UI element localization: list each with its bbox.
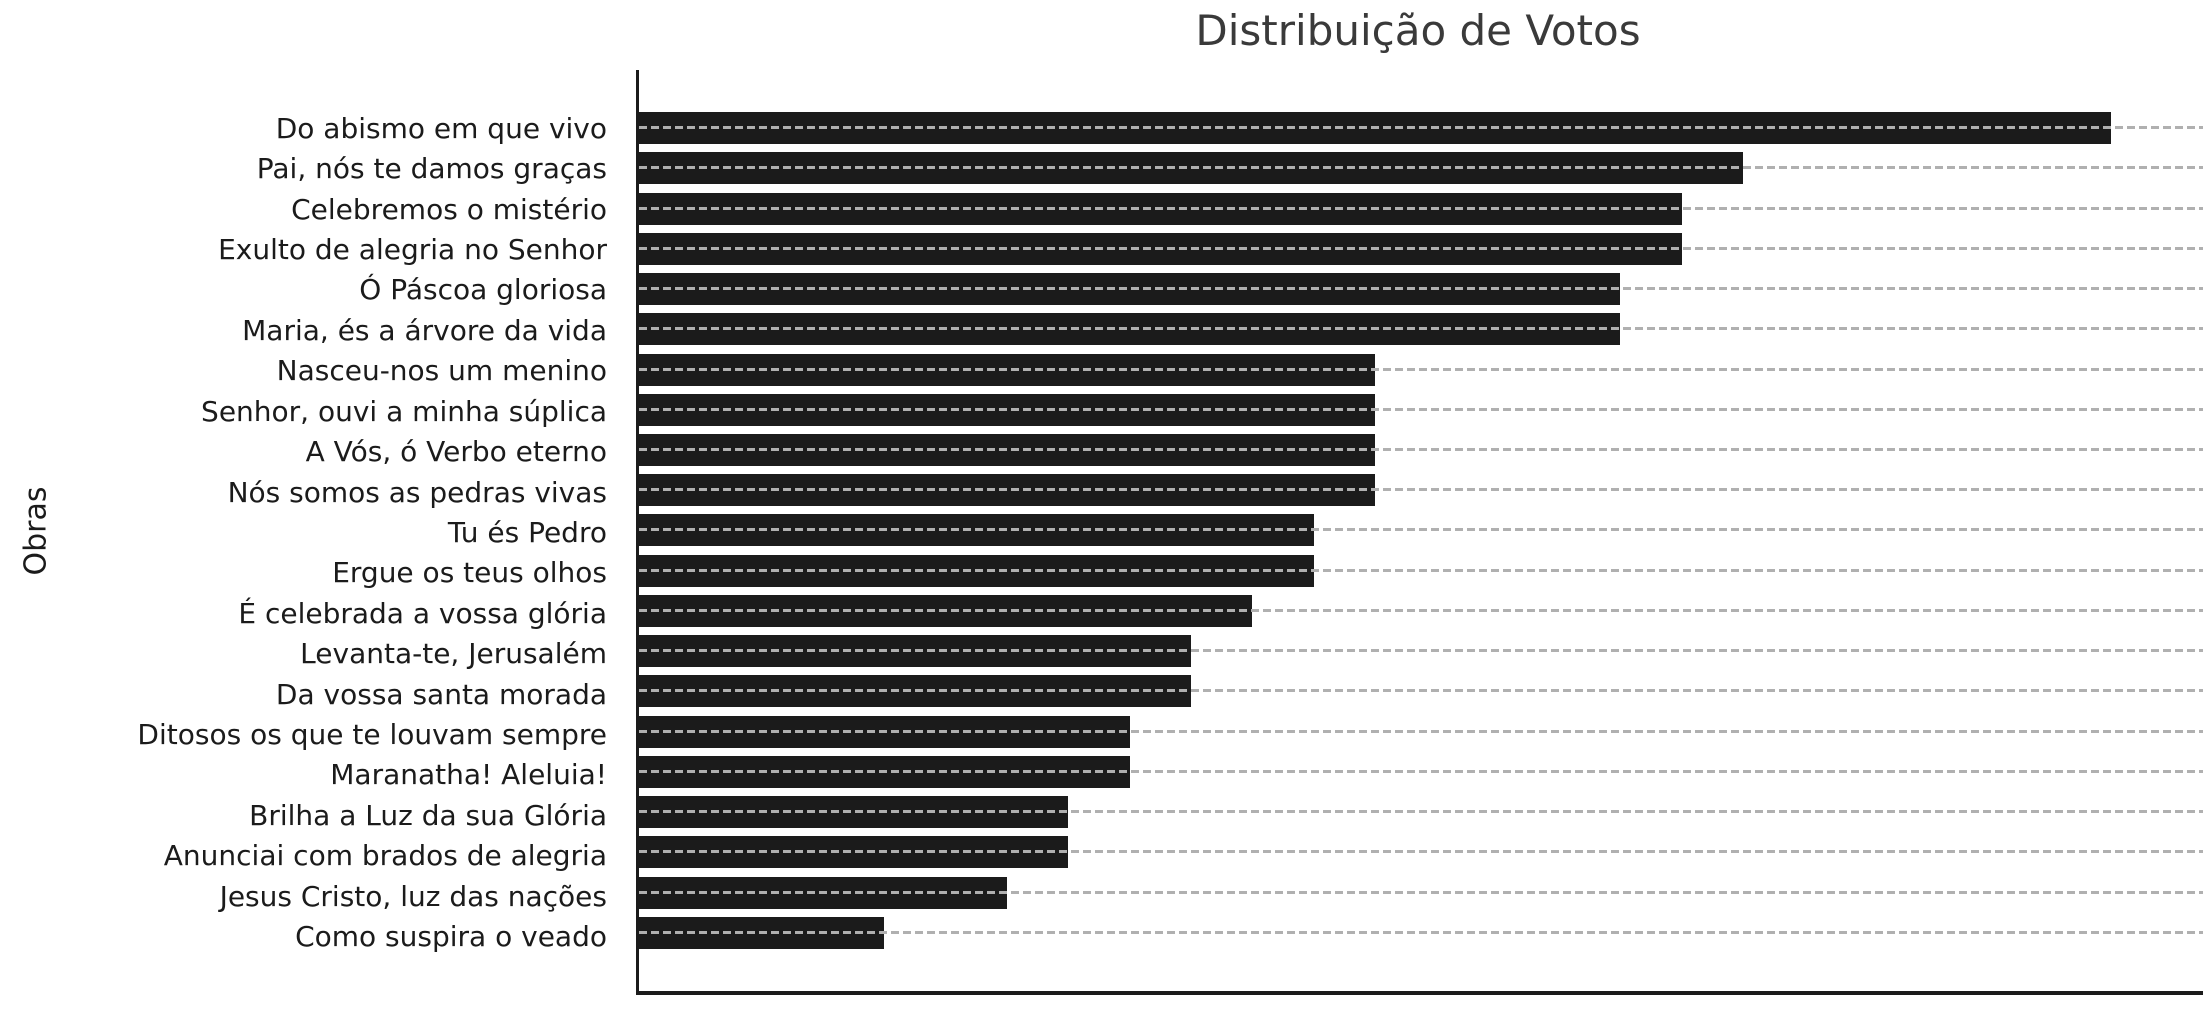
bar-row: [639, 913, 2203, 953]
gridline: [639, 568, 2203, 572]
bar-row: [639, 349, 2203, 389]
category-label: Levanta-te, Jerusalém: [300, 637, 607, 671]
gridline: [639, 649, 2203, 653]
category-label: Ó Páscoa gloriosa: [359, 273, 607, 307]
category-label: Maria, és a árvore da vida: [242, 313, 607, 347]
category-label: Celebremos o mistério: [291, 192, 607, 226]
gridline: [639, 769, 2203, 773]
gridline: [639, 689, 2203, 693]
gridline: [639, 126, 2203, 130]
gridline: [639, 850, 2203, 854]
bar-row: [639, 591, 2203, 631]
bar-row: [639, 148, 2203, 188]
gridline: [639, 810, 2203, 814]
bar-row: [639, 631, 2203, 671]
category-axis-labels: Do abismo em que vivo Pai, nós te damos g…: [0, 108, 621, 957]
gridline: [639, 729, 2203, 733]
bar-row: [639, 832, 2203, 872]
category-label: Ditosos os que te louvam sempre: [137, 718, 607, 752]
bar-row: [639, 510, 2203, 550]
gridline: [639, 930, 2203, 934]
category-label: Jesus Cristo, luz das nações: [219, 879, 607, 913]
category-label: Brilha a Luz da sua Glória: [249, 798, 607, 832]
gridline: [639, 488, 2203, 492]
bar-row: [639, 229, 2203, 269]
bar-row: [639, 872, 2203, 912]
bar-row: [639, 188, 2203, 228]
category-label: Exulto de alegria no Senhor: [218, 232, 607, 266]
category-label: Ergue os teus olhos: [332, 556, 607, 590]
bar-row: [639, 108, 2203, 148]
gridline: [639, 890, 2203, 894]
gridline: [639, 447, 2203, 451]
gridline: [639, 246, 2203, 250]
category-label: Da vossa santa morada: [275, 677, 607, 711]
gridline: [639, 608, 2203, 612]
gridline: [639, 528, 2203, 532]
bar-row: [639, 470, 2203, 510]
bars-container: [639, 108, 2203, 953]
category-label: Como suspira o veado: [295, 920, 607, 954]
category-label: Anunciai com brados de alegria: [163, 839, 607, 873]
bar-row: [639, 309, 2203, 349]
bar-row: [639, 792, 2203, 832]
gridline: [639, 166, 2203, 170]
category-label: Maranatha! Aleluia!: [330, 758, 607, 792]
bar-row: [639, 269, 2203, 309]
category-label: Nasceu-nos um menino: [276, 354, 607, 388]
category-label: É celebrada a vossa glória: [238, 596, 607, 630]
category-label: Nós somos as pedras vivas: [227, 475, 607, 509]
bar-row: [639, 390, 2203, 430]
category-label: Pai, nós te damos graças: [256, 152, 607, 186]
gridline: [639, 206, 2203, 210]
bar-row: [639, 551, 2203, 591]
category-label: Tu és Pedro: [447, 515, 607, 549]
category-label: A Vós, ó Verbo eterno: [305, 435, 607, 469]
category-label: Senhor, ouvi a minha súplica: [201, 394, 607, 428]
plot-area: [636, 70, 2203, 995]
gridline: [639, 287, 2203, 291]
bar-row: [639, 430, 2203, 470]
gridline: [639, 367, 2203, 371]
gridline: [639, 407, 2203, 411]
category-label: Do abismo em que vivo: [275, 111, 607, 145]
gridline: [639, 327, 2203, 331]
bar-row: [639, 671, 2203, 711]
bar-row: [639, 712, 2203, 752]
bar-row: [639, 752, 2203, 792]
chart-title: Distribuição de Votos: [1195, 6, 1641, 55]
